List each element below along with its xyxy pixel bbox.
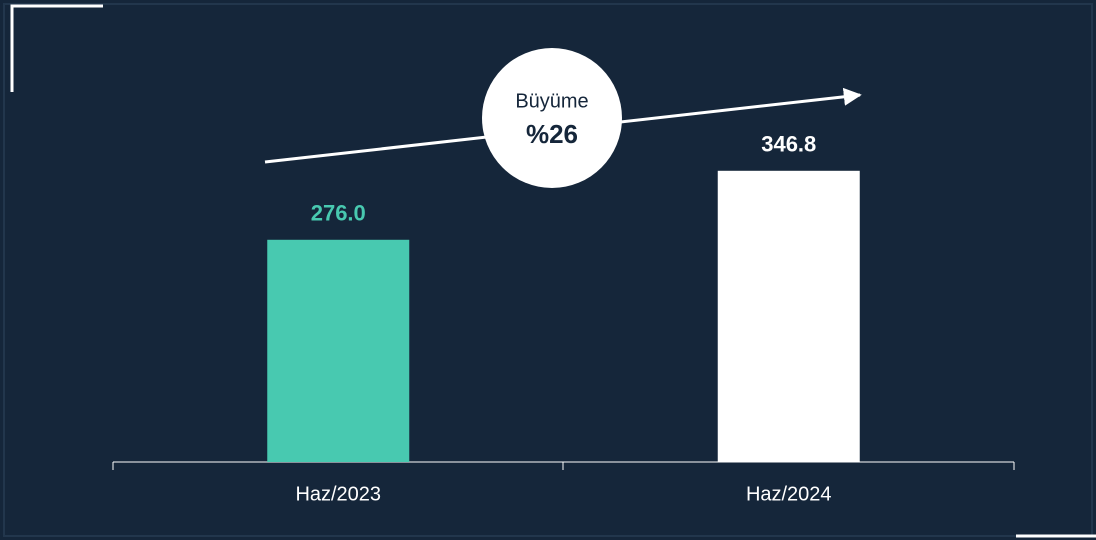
- frame: [3, 3, 1093, 537]
- growth-label: Büyüme: [515, 90, 588, 112]
- corner-bracket: [10, 4, 103, 92]
- x-tick-label: Haz/2024: [746, 483, 832, 505]
- bar: [267, 239, 410, 462]
- bar: [717, 170, 860, 463]
- value-label: 276.0: [311, 201, 366, 226]
- x-tick-label: Haz/2023: [295, 483, 381, 505]
- value-label: 346.8: [761, 132, 816, 157]
- growth-value: %26: [526, 119, 578, 149]
- growth-badge: [482, 48, 622, 188]
